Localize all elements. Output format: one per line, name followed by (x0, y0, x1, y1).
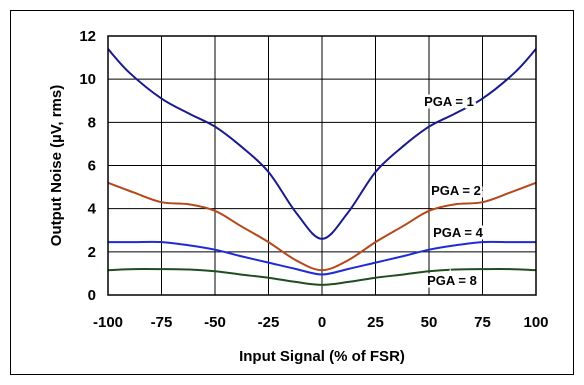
series-label: PGA = 1 (424, 94, 474, 109)
series-line-pga-1 (107, 48, 537, 240)
series-labels: PGA = 1 PGA = 2 PGA = 4 PGA = 8 (422, 92, 487, 291)
series-label: PGA = 2 (431, 183, 481, 198)
series-line-pga-2 (107, 181, 537, 272)
x-tick-label: -25 (258, 314, 280, 331)
y-axis-tick-labels: 0 2 4 6 8 10 12 (79, 28, 96, 304)
x-tick-label: -100 (93, 314, 123, 331)
y-tick-label: 8 (88, 114, 96, 131)
x-tick-label: 75 (474, 314, 491, 331)
series-line-pga-8 (107, 268, 537, 286)
series-label: PGA = 8 (427, 273, 477, 288)
x-tick-label: -50 (204, 314, 226, 331)
series-line-pga-4 (108, 240, 536, 276)
x-tick-label: -75 (151, 314, 173, 331)
x-tick-label: 50 (421, 314, 438, 331)
figure-border (10, 10, 574, 375)
y-tick-label: 6 (88, 158, 96, 175)
x-axis-tick-labels: -100 -75 -50 -25 0 25 50 75 100 (93, 314, 549, 331)
y-tick-label: 2 (88, 244, 96, 261)
y-tick-label: 4 (88, 201, 97, 218)
y-axis-label: Output Noise (µV, rms) (48, 85, 65, 246)
y-tick-label: 0 (88, 287, 96, 304)
series-label: PGA = 4 (433, 225, 484, 240)
y-tick-label: 12 (79, 28, 96, 45)
x-axis-label: Input Signal (% of FSR) (239, 348, 405, 365)
x-tick-label: 0 (318, 314, 326, 331)
y-tick-label: 10 (79, 71, 96, 88)
series-lines (107, 48, 537, 286)
x-tick-label: 25 (367, 314, 384, 331)
plot-area-frame (107, 35, 537, 296)
x-tick-label: 100 (523, 314, 548, 331)
